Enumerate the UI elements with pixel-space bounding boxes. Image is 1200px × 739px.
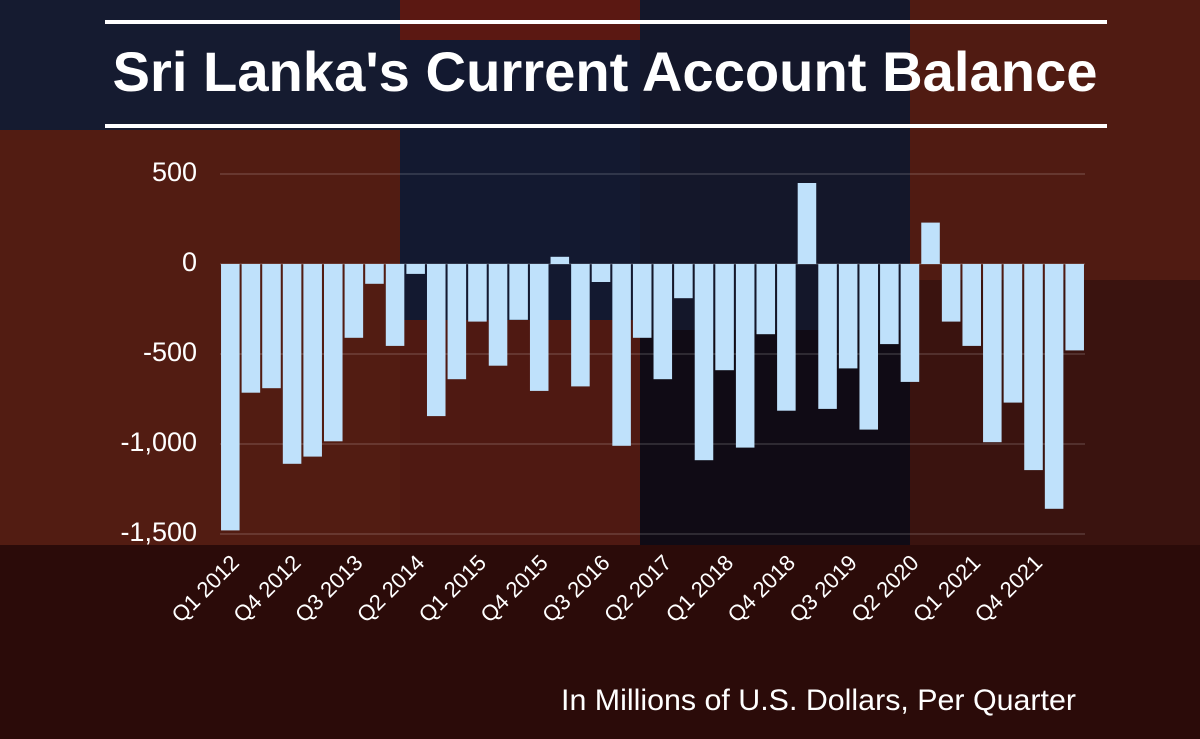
y-tick-label: -1,500 — [120, 517, 197, 547]
bar — [1024, 264, 1043, 471]
y-tick-label: 0 — [182, 247, 197, 277]
bar — [735, 264, 755, 448]
bar — [983, 264, 1002, 443]
bar — [921, 222, 940, 264]
bar — [941, 264, 961, 322]
bar — [859, 264, 879, 430]
bar — [612, 264, 631, 446]
bar — [426, 264, 446, 417]
bar — [344, 264, 364, 338]
bar — [715, 264, 734, 371]
bar — [571, 264, 590, 387]
y-tick-label: -500 — [143, 337, 197, 367]
bar — [632, 264, 652, 338]
bar — [1003, 264, 1023, 403]
bar — [488, 264, 508, 366]
bar — [447, 264, 467, 380]
chart-title: Sri Lanka's Current Account Balance — [113, 40, 1098, 103]
bar — [385, 264, 405, 346]
bar — [900, 264, 920, 382]
bar — [838, 264, 858, 369]
bar — [653, 264, 673, 380]
y-tick-label: -1,000 — [120, 427, 197, 457]
bar — [880, 264, 899, 345]
bar — [365, 264, 384, 284]
bar — [591, 264, 611, 282]
bar — [241, 264, 261, 393]
bar — [468, 264, 487, 322]
bar — [818, 264, 837, 409]
bar — [303, 264, 322, 457]
y-tick-label: 500 — [152, 157, 197, 187]
bar — [529, 264, 549, 391]
bar — [674, 264, 693, 299]
bar — [324, 264, 343, 442]
bar — [1065, 264, 1084, 351]
bar — [221, 264, 240, 531]
bar — [509, 264, 528, 320]
bar — [756, 264, 776, 335]
bar — [797, 183, 817, 264]
bar — [1044, 264, 1064, 509]
bar — [777, 264, 796, 411]
bar — [282, 264, 302, 464]
caption: In Millions of U.S. Dollars, Per Quarter — [561, 684, 1076, 717]
bar — [550, 256, 570, 264]
bar — [694, 264, 714, 461]
bar — [962, 264, 981, 346]
bar — [262, 264, 281, 389]
bar — [406, 264, 425, 274]
